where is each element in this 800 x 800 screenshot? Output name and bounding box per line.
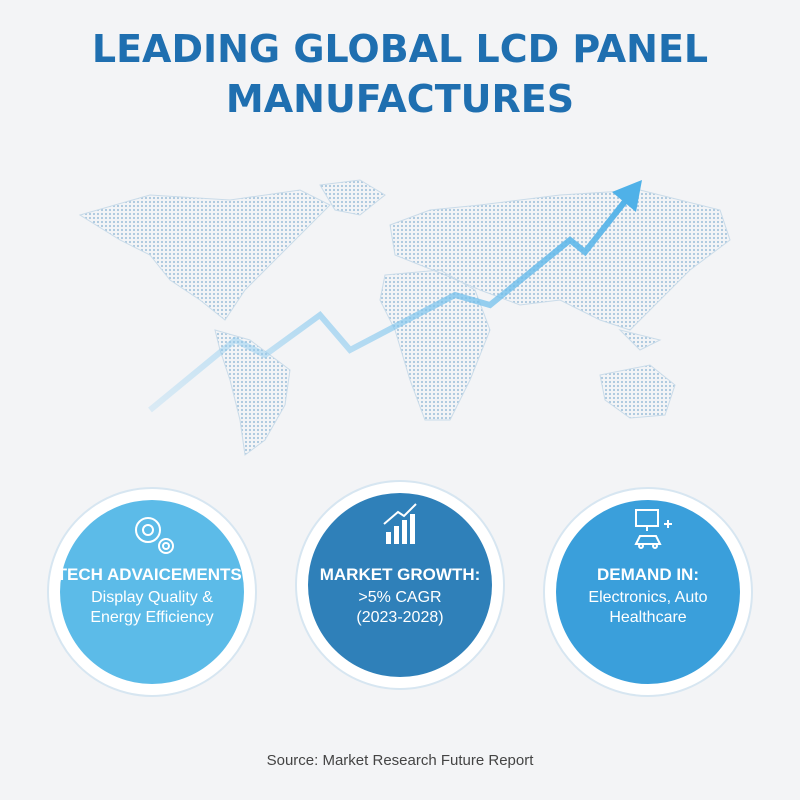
circle-line: Energy Efficiency bbox=[90, 609, 213, 626]
devices-icon bbox=[634, 509, 672, 549]
circle-heading: MARKET GROWTH: bbox=[320, 565, 481, 584]
gear-icon bbox=[135, 517, 174, 554]
circle-heading: TECH ADVAICEMENTS: bbox=[57, 565, 248, 584]
circle-line: Display Quality & bbox=[91, 589, 213, 606]
title-line: LEADING GLOBAL LCD PANEL bbox=[92, 27, 708, 71]
circle-line: (2023-2028) bbox=[356, 609, 443, 626]
source-note: Source: Market Research Future Report bbox=[267, 752, 535, 769]
circle-card: DEMAND IN: Electronics, Auto Healthcare bbox=[543, 487, 753, 697]
title-line: MANUFACTURES bbox=[226, 77, 574, 121]
growth-arrow bbox=[148, 180, 642, 413]
circle-heading: DEMAND IN: bbox=[597, 565, 699, 584]
circle-line: >5% CAGR bbox=[358, 589, 441, 606]
bar-chart-icon bbox=[383, 503, 417, 544]
circle-card: MARKET GROWTH: >5% CAGR (2023-2028) bbox=[295, 480, 505, 690]
circle-line: Healthcare bbox=[609, 609, 686, 626]
circle-card: TECH ADVAICEMENTS: Display Quality & Ene… bbox=[47, 487, 257, 697]
world-map bbox=[78, 179, 731, 456]
circle-line: Electronics, Auto bbox=[588, 589, 707, 606]
